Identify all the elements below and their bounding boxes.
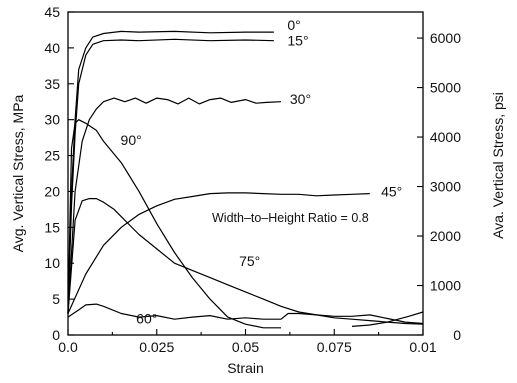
curve-label: 90° xyxy=(121,132,142,148)
x-tick-label: 0.01 xyxy=(409,339,436,355)
x-tick-label: 0.075 xyxy=(317,339,352,355)
x-tick-label: 0.0 xyxy=(58,339,78,355)
x-tick-label: 0.025 xyxy=(139,339,174,355)
x-axis-title: Strain xyxy=(227,360,264,376)
left-y-tick-label: 5 xyxy=(52,291,60,307)
series-line-0deg xyxy=(67,30,274,314)
curve-label: 30° xyxy=(290,91,311,107)
curve-labels: 0°15° 30° 90° 45° 75° 60° xyxy=(121,17,403,327)
series-line-unlabeled-7 xyxy=(351,311,424,327)
curve-label: 45° xyxy=(381,183,402,199)
left-y-tick-label: 45 xyxy=(44,4,60,20)
left-y-axis-title: Avg. Vertical Stress, MPa xyxy=(10,94,26,252)
right-y-tick-label: 1000 xyxy=(430,278,461,294)
curve-label: 15° xyxy=(287,33,308,49)
right-y-tick-label: 0 xyxy=(453,327,461,343)
series-line-60deg xyxy=(67,303,424,325)
left-y-tick-label: 20 xyxy=(44,183,60,199)
series-line-90deg xyxy=(67,119,281,329)
curve-label: 0° xyxy=(287,17,300,33)
right-y-tick-label: 6000 xyxy=(430,30,461,46)
right-y-axis-title: Ava. Vertical Stress, psi xyxy=(490,92,506,239)
series-layer xyxy=(67,30,424,329)
left-y-tick-label: 15 xyxy=(44,219,60,235)
x-tick-label: 0.05 xyxy=(232,339,259,355)
left-y-tick-label: 25 xyxy=(44,148,60,164)
series-line-45deg xyxy=(67,192,370,314)
curve-label: 75° xyxy=(239,253,260,269)
right-y-tick-label: 4000 xyxy=(430,129,461,145)
plot-frame xyxy=(67,11,424,336)
ratio-annotation: Width–to–Height Ratio = 0.8 xyxy=(212,211,369,225)
left-y-tick-label: 30 xyxy=(44,112,60,128)
series-line-75deg xyxy=(67,198,424,325)
left-y-tick-label: 0 xyxy=(52,327,60,343)
series-line-30deg xyxy=(67,97,282,314)
curve-label: 60° xyxy=(136,311,157,327)
axes-layer: 0.0 0.025 0.05 0.075 0.01 0 5 10 15 20 25 30 35 40 45 0… xyxy=(44,4,461,355)
left-y-tick-label: 40 xyxy=(44,40,60,56)
series-line-15deg xyxy=(67,38,274,314)
right-y-tick-label: 2000 xyxy=(430,228,461,244)
left-y-tick-label: 10 xyxy=(44,255,60,271)
right-y-tick-label: 3000 xyxy=(430,179,461,195)
left-y-tick-label: 35 xyxy=(44,76,60,92)
right-y-tick-label: 5000 xyxy=(430,80,461,96)
